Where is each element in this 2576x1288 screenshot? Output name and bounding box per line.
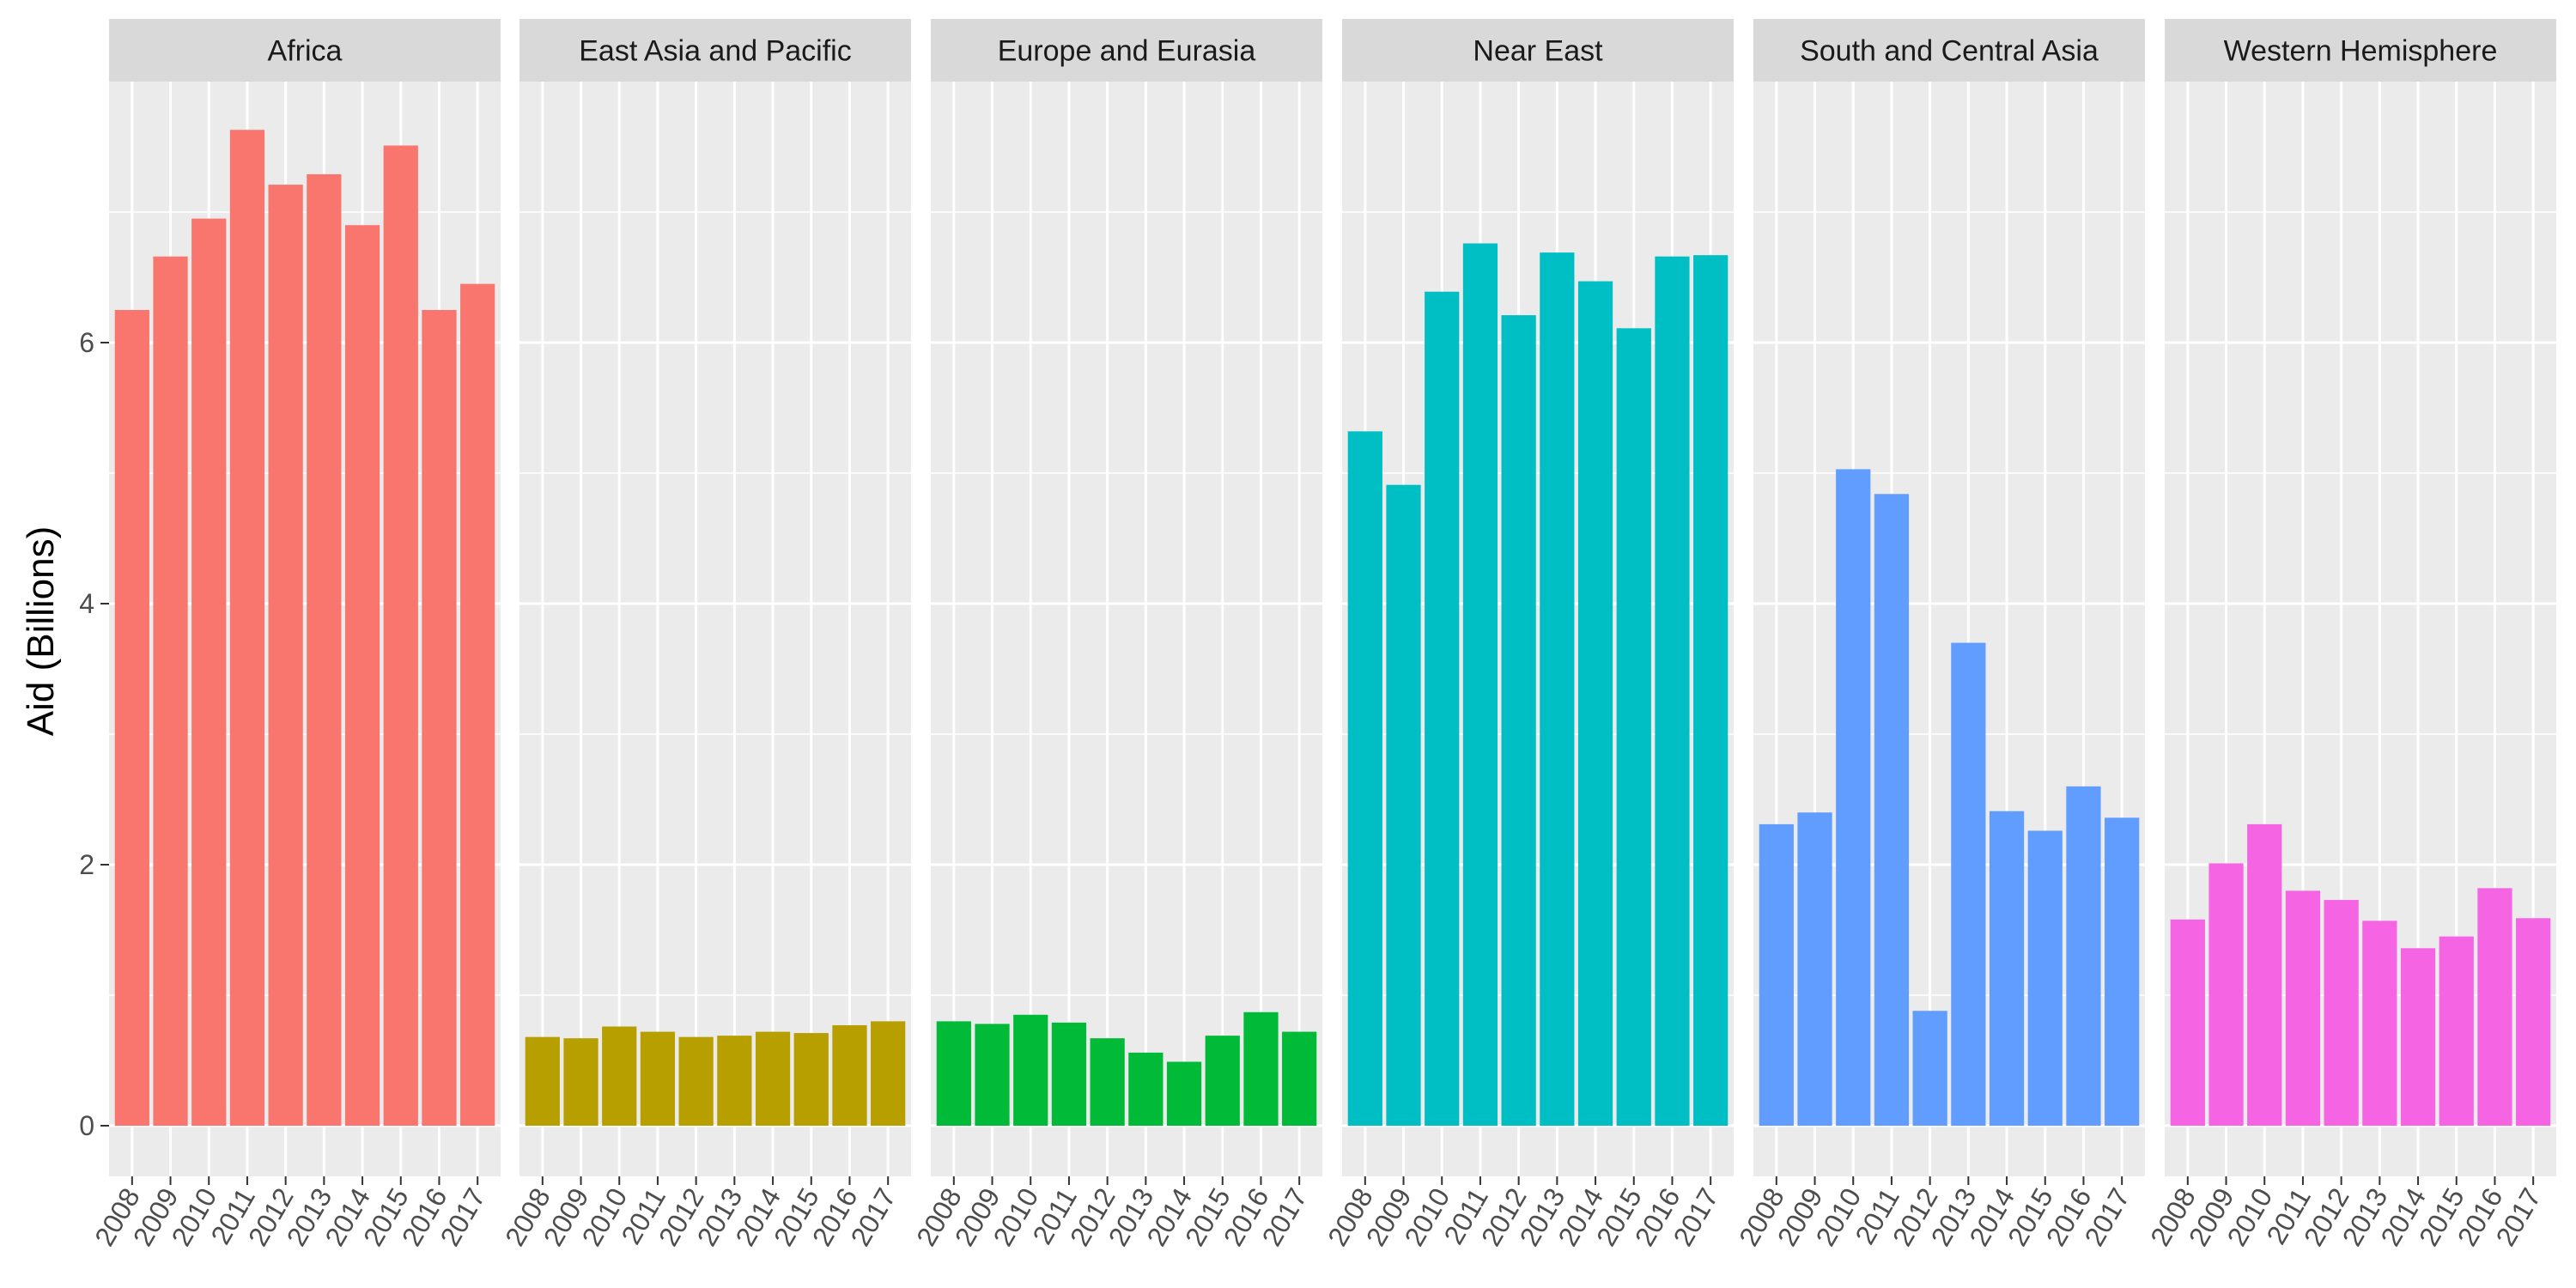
y-tick-label: 2 xyxy=(79,849,94,880)
facet-title: Africa xyxy=(268,35,343,68)
bar xyxy=(832,1024,867,1126)
bar xyxy=(1951,642,1986,1126)
bar xyxy=(2208,863,2244,1126)
bar xyxy=(793,1033,829,1126)
bar xyxy=(936,1021,971,1126)
bar xyxy=(1693,255,1728,1126)
y-tick-label: 0 xyxy=(79,1110,94,1141)
bar xyxy=(2477,888,2512,1126)
panel-background xyxy=(519,82,911,1176)
bar xyxy=(717,1036,752,1126)
facet-title: Near East xyxy=(1473,35,1603,68)
bar xyxy=(2170,919,2205,1126)
bar xyxy=(1243,1012,1279,1126)
bar xyxy=(460,283,495,1127)
bar xyxy=(2105,817,2140,1126)
facet-strip xyxy=(519,19,911,82)
bar xyxy=(2027,830,2063,1126)
bar xyxy=(2066,786,2101,1126)
facet-panel: Europe and Eurasia2008200920102011201220… xyxy=(910,19,1322,1251)
bar xyxy=(153,256,188,1126)
bar xyxy=(525,1036,560,1126)
panel-background xyxy=(931,82,1322,1176)
bar xyxy=(1540,252,1575,1126)
facet-title: Europe and Eurasia xyxy=(998,35,1256,68)
bar xyxy=(1090,1038,1125,1126)
bar xyxy=(422,310,457,1126)
bar xyxy=(191,218,227,1127)
bar xyxy=(1797,812,1832,1126)
bar xyxy=(602,1026,637,1126)
bar xyxy=(1655,256,1690,1126)
y-tick-label: 6 xyxy=(79,327,94,358)
bar xyxy=(383,145,418,1127)
bar xyxy=(1425,291,1460,1127)
y-axis-title: Aid (Billions) xyxy=(20,526,62,737)
facet-strip xyxy=(2165,19,2556,82)
facet-strip xyxy=(1342,19,1734,82)
bar xyxy=(2439,936,2474,1126)
facet-panel: Western Hemisphere2008200920102011201220… xyxy=(2144,19,2556,1251)
bar xyxy=(1616,328,1651,1126)
facet-strip xyxy=(109,19,501,82)
bar xyxy=(1759,823,1794,1126)
bar xyxy=(2362,920,2397,1126)
bar xyxy=(1577,281,1613,1126)
bar xyxy=(1501,315,1536,1127)
bar xyxy=(2400,948,2436,1126)
bar xyxy=(678,1036,714,1126)
facet-panel: East Asia and Pacific2008200920102011201… xyxy=(499,19,911,1251)
facet-panel: South and Central Asia200820092010201120… xyxy=(1733,19,2145,1251)
bar xyxy=(871,1021,906,1126)
bar xyxy=(755,1031,791,1126)
bar xyxy=(229,130,265,1127)
bar xyxy=(640,1031,676,1126)
facet-strip xyxy=(1753,19,2145,82)
facet-title: Western Hemisphere xyxy=(2224,35,2498,68)
bar xyxy=(1912,1011,1947,1126)
facet-strip xyxy=(931,19,1322,82)
bar xyxy=(1128,1052,1163,1126)
bar xyxy=(2324,900,2359,1126)
bar xyxy=(1166,1061,1202,1126)
bar xyxy=(1462,243,1498,1127)
bar xyxy=(268,185,303,1127)
bar xyxy=(1051,1022,1087,1126)
bar xyxy=(1347,431,1382,1126)
facet-panel: Africa2008200920102011201220132014201520… xyxy=(88,19,501,1251)
bar xyxy=(563,1038,598,1126)
bar xyxy=(1282,1031,1317,1126)
facet-title: South and Central Asia xyxy=(1800,35,2099,68)
bar xyxy=(307,173,342,1126)
bar xyxy=(1013,1014,1048,1126)
bar xyxy=(1874,494,1910,1126)
facet-panels: Africa2008200920102011201220132014201520… xyxy=(88,19,2556,1251)
bar xyxy=(2516,918,2551,1126)
bar xyxy=(975,1024,1010,1126)
bar xyxy=(114,310,149,1126)
bar xyxy=(1989,811,2025,1126)
facet-panel: Near East2008200920102011201220132014201… xyxy=(1321,19,1734,1251)
bar xyxy=(1836,469,1871,1126)
y-axis: 0 2 4 6 xyxy=(79,327,109,1141)
bar xyxy=(1205,1036,1240,1126)
bar xyxy=(1386,484,1421,1126)
bar xyxy=(2247,823,2282,1126)
bar xyxy=(344,225,380,1127)
facet-title: East Asia and Pacific xyxy=(579,35,852,68)
y-tick-label: 4 xyxy=(79,588,94,619)
bar xyxy=(2285,890,2321,1126)
